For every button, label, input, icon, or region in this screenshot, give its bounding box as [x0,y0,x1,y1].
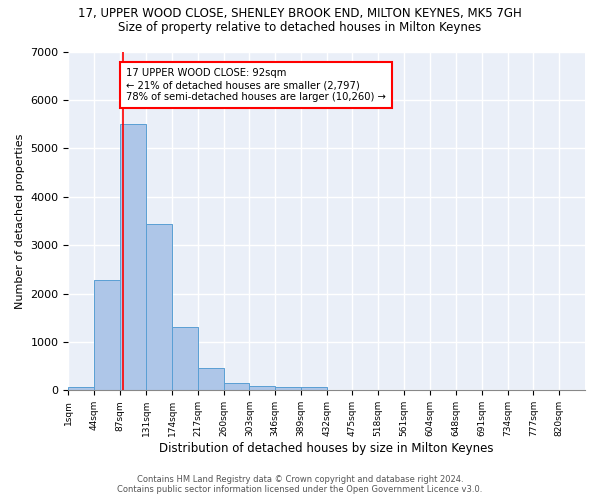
Bar [94,280,120,390]
Text: 17, UPPER WOOD CLOSE, SHENLEY BROOK END, MILTON KEYNES, MK5 7GH: 17, UPPER WOOD CLOSE, SHENLEY BROOK END,… [78,8,522,20]
Bar [198,368,224,390]
X-axis label: Distribution of detached houses by size in Milton Keynes: Distribution of detached houses by size … [160,442,494,455]
Bar [120,124,146,390]
Bar [250,386,275,390]
Bar [68,387,94,390]
Text: Contains HM Land Registry data © Crown copyright and database right 2024.
Contai: Contains HM Land Registry data © Crown c… [118,474,482,494]
Bar [146,224,172,390]
Y-axis label: Number of detached properties: Number of detached properties [15,133,25,308]
Text: 17 UPPER WOOD CLOSE: 92sqm
← 21% of detached houses are smaller (2,797)
78% of s: 17 UPPER WOOD CLOSE: 92sqm ← 21% of deta… [126,68,386,102]
Bar [172,328,198,390]
Bar [275,387,301,390]
Bar [224,382,250,390]
Text: Size of property relative to detached houses in Milton Keynes: Size of property relative to detached ho… [118,21,482,34]
Bar [301,387,327,390]
